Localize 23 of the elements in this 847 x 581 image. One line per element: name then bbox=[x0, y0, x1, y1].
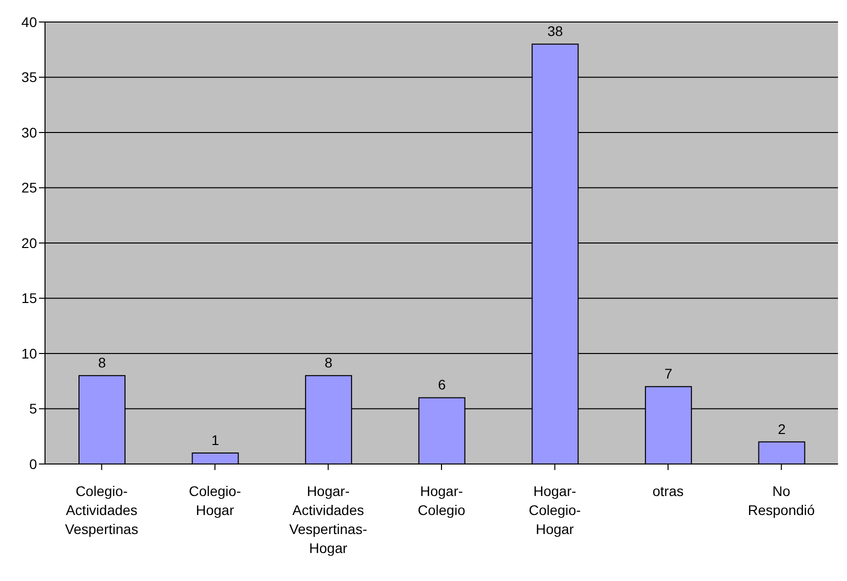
data-label: 8 bbox=[324, 354, 333, 371]
x-tick-label: No Respondió bbox=[748, 483, 816, 518]
y-tick-label: 20 bbox=[21, 234, 38, 251]
data-label: 38 bbox=[547, 23, 564, 40]
x-tick-label: Colegio-Hogar bbox=[188, 483, 242, 518]
y-tick-label: 10 bbox=[21, 345, 38, 362]
x-tick-label: Colegio-Actividades Vespertinas bbox=[65, 483, 138, 537]
y-tick-label: 40 bbox=[21, 14, 38, 30]
x-tick-label: Hogar-Actividades Vespertinas-Hogar bbox=[289, 483, 368, 556]
x-tick-label: Hogar-Colegio-Hogar bbox=[528, 483, 582, 537]
x-tick-label: Hogar-Colegio bbox=[418, 483, 466, 518]
y-tick-label: 5 bbox=[29, 400, 38, 417]
data-label: 7 bbox=[664, 366, 673, 382]
data-label: 6 bbox=[438, 376, 446, 393]
y-tick-label: 35 bbox=[21, 69, 38, 86]
data-label: 8 bbox=[98, 354, 106, 371]
data-label: 2 bbox=[778, 420, 786, 437]
data-label: 1 bbox=[211, 432, 220, 448]
x-tick-label: otras bbox=[652, 483, 684, 499]
y-tick-label: 0 bbox=[29, 456, 38, 472]
y-tick-label: 25 bbox=[21, 180, 38, 196]
y-tick-label: 30 bbox=[21, 124, 38, 140]
y-tick-label: 15 bbox=[21, 290, 38, 306]
